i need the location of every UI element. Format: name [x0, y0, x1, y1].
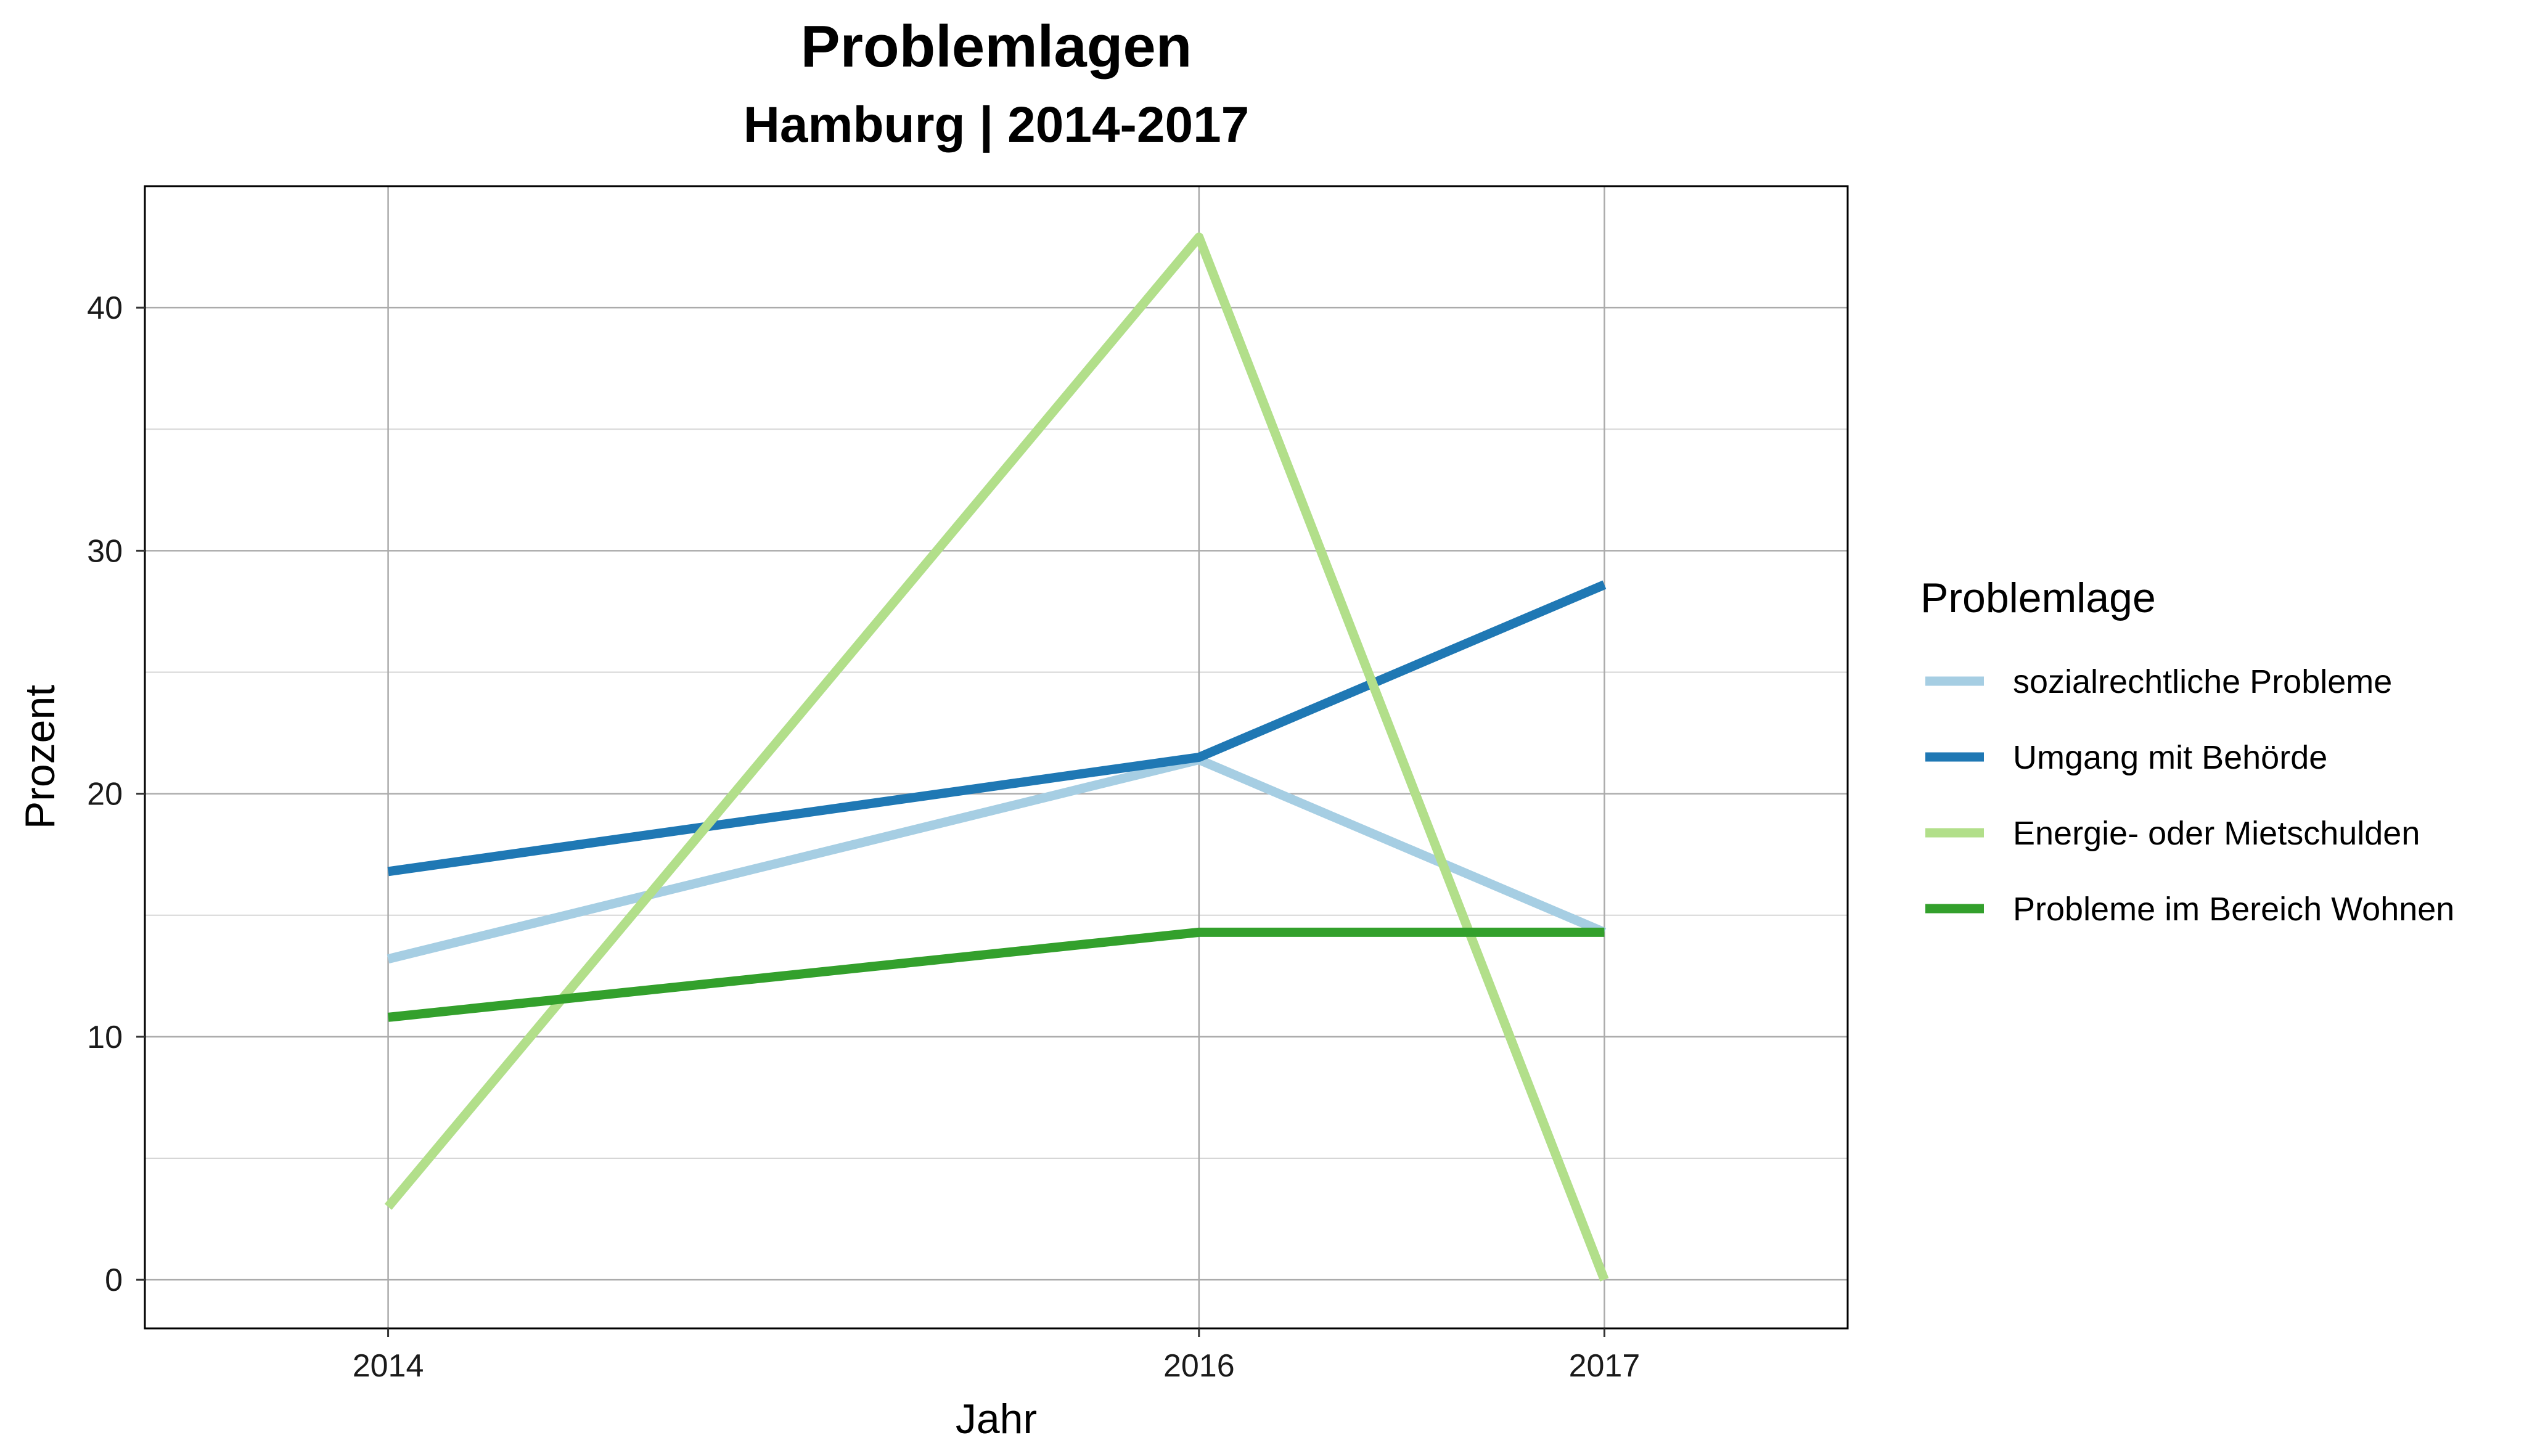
legend-title: Problemlage	[1920, 575, 2156, 621]
x-axis-title: Jahr	[956, 1396, 1037, 1442]
y-tick-label: 0	[105, 1262, 123, 1298]
y-axis-title: Prozent	[17, 685, 63, 829]
legend-label-4: Probleme im Bereich Wohnen	[2013, 891, 2454, 928]
y-tick-label: 20	[87, 777, 123, 812]
x-tick-label: 2014	[353, 1348, 424, 1384]
x-tick-label: 2016	[1163, 1348, 1235, 1384]
chart-subtitle: Hamburg | 2014-2017	[744, 97, 1250, 153]
legend-label-1: sozialrechtliche Probleme	[2013, 663, 2392, 700]
y-tick-label: 40	[87, 290, 123, 326]
legend-label-2: Umgang mit Behörde	[2013, 739, 2327, 776]
y-axis: 0 10 20 30 40	[87, 290, 145, 1298]
plot-panel-border	[144, 185, 1849, 1330]
legend-label-3: Energie- oder Mietschulden	[2013, 815, 2420, 852]
y-tick-label: 30	[87, 533, 123, 569]
chart-title: Problemlagen	[801, 14, 1192, 80]
x-tick-label: 2017	[1569, 1348, 1641, 1384]
y-tick-label: 10	[87, 1020, 123, 1055]
legend: Problemlage sozialrechtliche Probleme Umg…	[1920, 575, 2454, 928]
x-axis: 2014 2016 2017	[353, 1328, 1641, 1384]
series-line-4	[387, 927, 1605, 1022]
series-lines	[384, 232, 1609, 1282]
series-line-2	[387, 580, 1607, 877]
